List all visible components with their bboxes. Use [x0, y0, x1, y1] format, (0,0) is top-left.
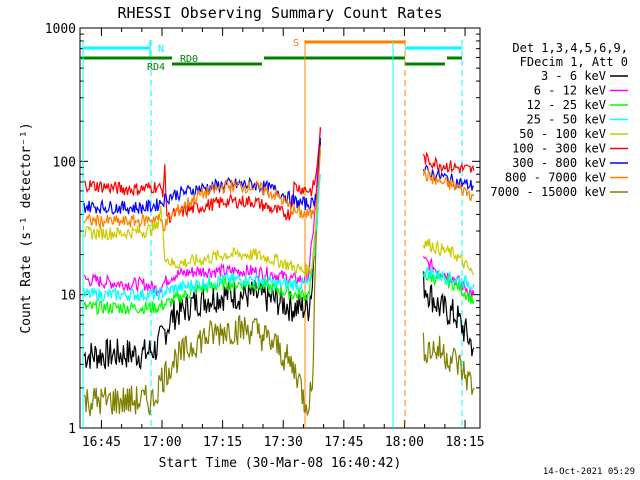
legend-label: 3 - 6 keV	[541, 69, 606, 83]
x-tick-label: 17:15	[203, 435, 242, 450]
series-line-4	[422, 238, 475, 276]
y-tick-label: 100	[53, 155, 76, 170]
x-tick-label: 18:15	[445, 435, 484, 450]
series-line-5	[422, 151, 475, 174]
legend-label: 50 - 100 keV	[519, 127, 606, 141]
chart-title: RHESSI Observing Summary Count Rates	[117, 4, 442, 22]
series-line-0	[422, 271, 475, 357]
series-line-8	[83, 231, 317, 417]
x-axis-label: Start Time (30-Mar-08 16:40:42)	[159, 456, 402, 471]
flag-label: RD4	[147, 62, 165, 73]
x-tick-label: 18:00	[385, 435, 424, 450]
x-tick-label: 16:45	[82, 435, 121, 450]
series-line-7	[422, 169, 475, 202]
series-line-2	[422, 271, 475, 305]
flag-layer: N RD0 RD4 S	[81, 38, 463, 428]
legend-header-line-2: FDecim 1, Att 0	[520, 55, 628, 69]
legend-header-line-1: Det 1,3,4,5,6,9,	[512, 41, 628, 55]
legend-label: 6 - 12 keV	[534, 84, 606, 98]
series-line-4	[83, 150, 321, 278]
plot-frame	[79, 27, 481, 429]
legend-label: 100 - 300 keV	[512, 142, 606, 156]
series-layer	[83, 127, 475, 417]
x-tick-label: 17:30	[264, 435, 303, 450]
series-line-5	[83, 127, 321, 224]
y-tick-label: 10	[60, 289, 76, 304]
footer-date: 14-Oct-2021 05:29	[543, 467, 635, 477]
legend-label: 800 - 7000 keV	[505, 171, 606, 185]
series-line-7	[83, 146, 321, 232]
flag-label: RD0	[180, 54, 198, 65]
series-line-3	[422, 267, 475, 291]
series-line-3	[83, 174, 321, 303]
series-line-6	[83, 137, 321, 215]
x-tick-label: 17:00	[142, 435, 181, 450]
legend-label: 7000 - 15000 keV	[490, 185, 606, 199]
series-line-8	[422, 332, 475, 395]
legend: Det 1,3,4,5,6,9, FDecim 1, Att 0 3 - 6 k…	[490, 41, 628, 199]
x-axis: 16:45 17:00 17:15 17:30 17:45 18:00 18:15	[82, 28, 485, 450]
series-line-1	[83, 127, 321, 296]
legend-label: 12 - 25 keV	[527, 98, 606, 112]
y-axis-label: Count Rate (s⁻¹ detector⁻¹)	[19, 122, 34, 333]
y-tick-label: 1	[68, 422, 76, 437]
y-tick-label: 1000	[45, 22, 76, 37]
legend-label: 300 - 800 keV	[512, 156, 606, 170]
flag-label: N	[158, 44, 164, 55]
flag-label: S	[293, 38, 299, 49]
legend-label: 25 - 50 keV	[527, 113, 606, 127]
x-tick-label: 17:45	[324, 435, 363, 450]
